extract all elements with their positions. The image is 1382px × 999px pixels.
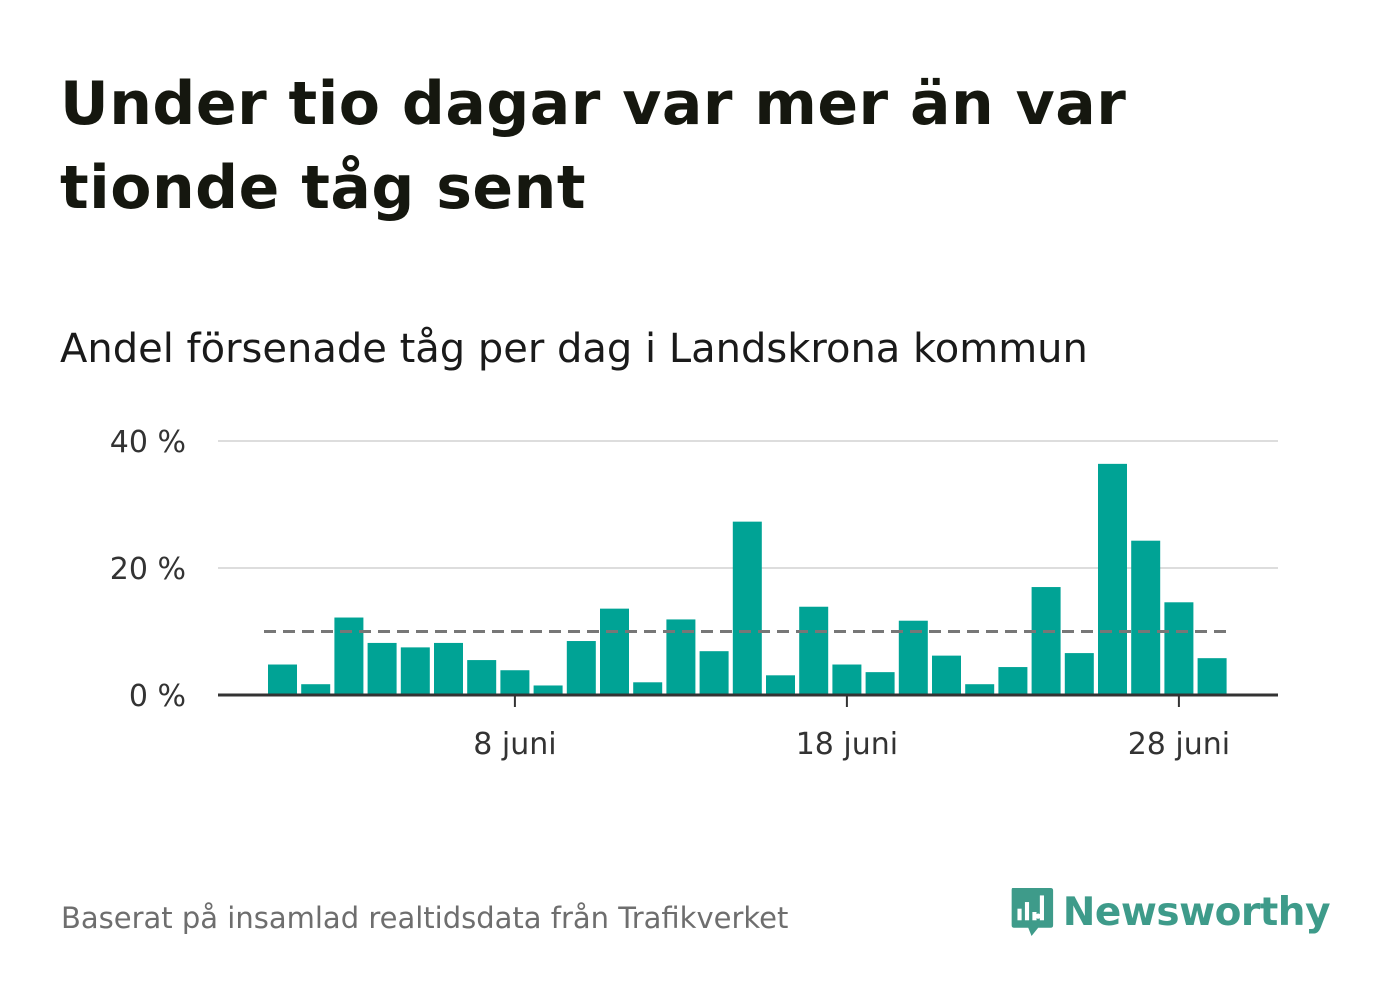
bar-17 [799,606,829,695]
bar-9 [533,685,563,695]
y-tick-label: 40 % [110,425,186,460]
bar-15 [732,521,762,695]
bar-14 [699,651,729,695]
bar-28 [1164,602,1194,695]
bar-18 [832,664,862,695]
bar-2 [301,684,331,695]
bar-8 [500,670,530,695]
bar-4 [367,642,397,695]
bar-21 [932,655,961,695]
newsworthy-logo-icon [1011,887,1054,937]
bar-24 [1031,587,1061,695]
x-tick-label: 8 juni [473,727,556,762]
bar-20 [898,620,928,695]
y-tick-label: 20 % [110,552,186,587]
bar-1 [268,664,297,695]
bar-12 [633,682,663,695]
bar-5 [400,647,430,695]
brand-name: Newsworthy [1062,889,1331,935]
bar-26 [1098,463,1127,695]
bar-3 [334,617,364,695]
bar-22 [965,684,995,695]
brand-logo: Newsworthy [1010,879,1331,945]
bars [268,463,1227,695]
chart-title: Under tio dagar var mer än var tionde tå… [60,69,1127,223]
bar-11 [600,608,629,695]
bar-29 [1197,658,1227,695]
x-tick-label: 28 juni [1128,727,1230,762]
bar-27 [1131,540,1161,695]
bar-10 [566,641,596,695]
bar-16 [766,675,795,695]
bar-19 [865,672,895,695]
bar-6 [434,642,463,695]
bar-7 [467,660,497,695]
bar-23 [998,667,1028,695]
chart-subtitle: Andel försenade tåg per dag i Landskrona… [60,326,1088,372]
bar-25 [1064,653,1094,695]
axes: 0 % 20 % 40 % 8 juni 18 juni 28 juni [110,425,1278,762]
x-tick-label: 18 juni [796,727,898,762]
source-note: Baserat på insamlad realtidsdata från Tr… [61,901,789,935]
y-tick-label: 0 % [129,679,186,714]
